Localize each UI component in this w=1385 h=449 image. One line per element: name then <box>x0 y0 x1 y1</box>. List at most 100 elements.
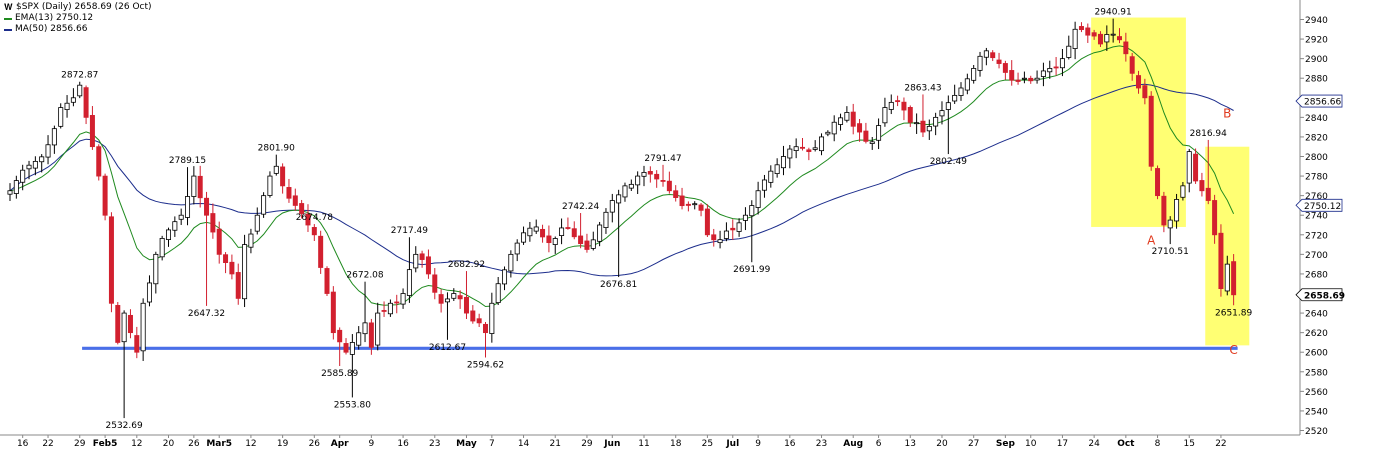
candle-body <box>654 173 660 180</box>
candle <box>463 271 469 319</box>
x-tick-label: 23 <box>816 439 827 449</box>
x-tick-label: 12 <box>245 439 256 449</box>
candle <box>723 222 729 242</box>
x-tick-label: 11 <box>638 439 649 449</box>
candle-body <box>1186 151 1192 184</box>
candle-body <box>831 121 837 135</box>
price-label: 2676.81 <box>600 280 637 290</box>
x-tick-label: 29 <box>581 439 593 449</box>
candle-body <box>330 291 336 334</box>
candle-body <box>692 203 698 206</box>
price-label: 2742.24 <box>562 202 599 212</box>
candle-body <box>248 233 254 248</box>
candle-body <box>806 149 812 153</box>
axis-group: 2520254025602580260026202640266026802700… <box>0 0 1345 449</box>
candle-body <box>413 253 419 269</box>
price-label: 2872.87 <box>61 71 98 81</box>
candle <box>628 179 634 191</box>
candle <box>907 105 913 127</box>
candle <box>343 338 349 355</box>
price-label: 2682.92 <box>448 260 485 270</box>
candle-body <box>698 204 704 211</box>
candle-body <box>178 214 184 220</box>
candle-body <box>1199 180 1205 192</box>
candle <box>559 218 565 245</box>
candle <box>552 236 558 254</box>
candle <box>749 200 755 263</box>
candle-body <box>679 195 685 207</box>
candle-body <box>578 235 584 245</box>
candle-body <box>1015 79 1021 82</box>
candle-body <box>1148 95 1154 167</box>
candle-body <box>527 227 533 237</box>
candle-body <box>1193 153 1199 182</box>
candle-body <box>451 293 457 299</box>
candle <box>635 171 641 195</box>
candle <box>146 275 152 307</box>
candle <box>1167 216 1173 245</box>
candle-body <box>299 203 305 214</box>
candle <box>400 288 406 309</box>
candle <box>1110 18 1116 43</box>
candles-group <box>7 18 1237 419</box>
price-label: 2863.43 <box>904 83 941 93</box>
y-tick-label: 2720 <box>1305 231 1328 241</box>
price-label: 2717.49 <box>391 226 428 236</box>
axis-tag-label: 2856.66 <box>1304 98 1341 108</box>
candle-body <box>7 190 13 195</box>
candle <box>482 321 488 358</box>
candle <box>857 118 863 142</box>
candle <box>273 154 279 176</box>
candle <box>210 203 216 239</box>
candle <box>901 97 907 121</box>
annotation-b: B <box>1223 106 1231 120</box>
candle <box>1059 48 1065 77</box>
candle-body <box>1180 185 1186 198</box>
price-label: 2710.51 <box>1152 247 1189 257</box>
candle-body <box>83 87 89 118</box>
candle-body <box>565 227 571 229</box>
candle-body <box>768 170 774 183</box>
candle <box>495 276 501 306</box>
candle-body <box>286 187 292 199</box>
candle-body <box>134 335 140 353</box>
price-label: 2791.47 <box>644 154 681 164</box>
candle-body <box>521 232 527 243</box>
candle <box>425 249 431 279</box>
candle <box>641 165 647 187</box>
candle <box>1066 35 1072 60</box>
candle <box>406 237 412 303</box>
candle <box>1078 22 1084 33</box>
x-tick-label: 27 <box>968 439 979 449</box>
candle-body <box>977 55 983 71</box>
candle <box>812 140 818 152</box>
candle <box>869 136 875 150</box>
candle <box>1161 191 1167 233</box>
candle <box>305 204 311 232</box>
candle <box>242 234 248 308</box>
candle <box>571 221 577 240</box>
candle-body <box>153 253 159 285</box>
x-tick-label: Feb5 <box>93 439 118 449</box>
candle <box>375 302 381 351</box>
candle <box>45 135 51 165</box>
candle-body <box>628 183 634 189</box>
x-tick-label: 17 <box>1057 439 1068 449</box>
candle-body <box>1085 27 1091 36</box>
candle-body <box>603 211 609 229</box>
x-tick-label: 12 <box>131 439 142 449</box>
candle <box>533 219 539 234</box>
candle <box>755 181 761 215</box>
x-tick-label: 15 <box>1184 439 1195 449</box>
candle-body <box>20 169 26 183</box>
candle <box>774 158 780 178</box>
candle <box>191 166 197 205</box>
candle <box>895 95 901 107</box>
candle <box>983 47 989 66</box>
ma50-line <box>9 83 1234 277</box>
x-tick-label: May <box>456 439 477 449</box>
candle <box>1123 32 1129 62</box>
candle-body <box>305 213 311 226</box>
y-tick-label: 2700 <box>1305 251 1328 261</box>
candle-body <box>844 112 850 121</box>
